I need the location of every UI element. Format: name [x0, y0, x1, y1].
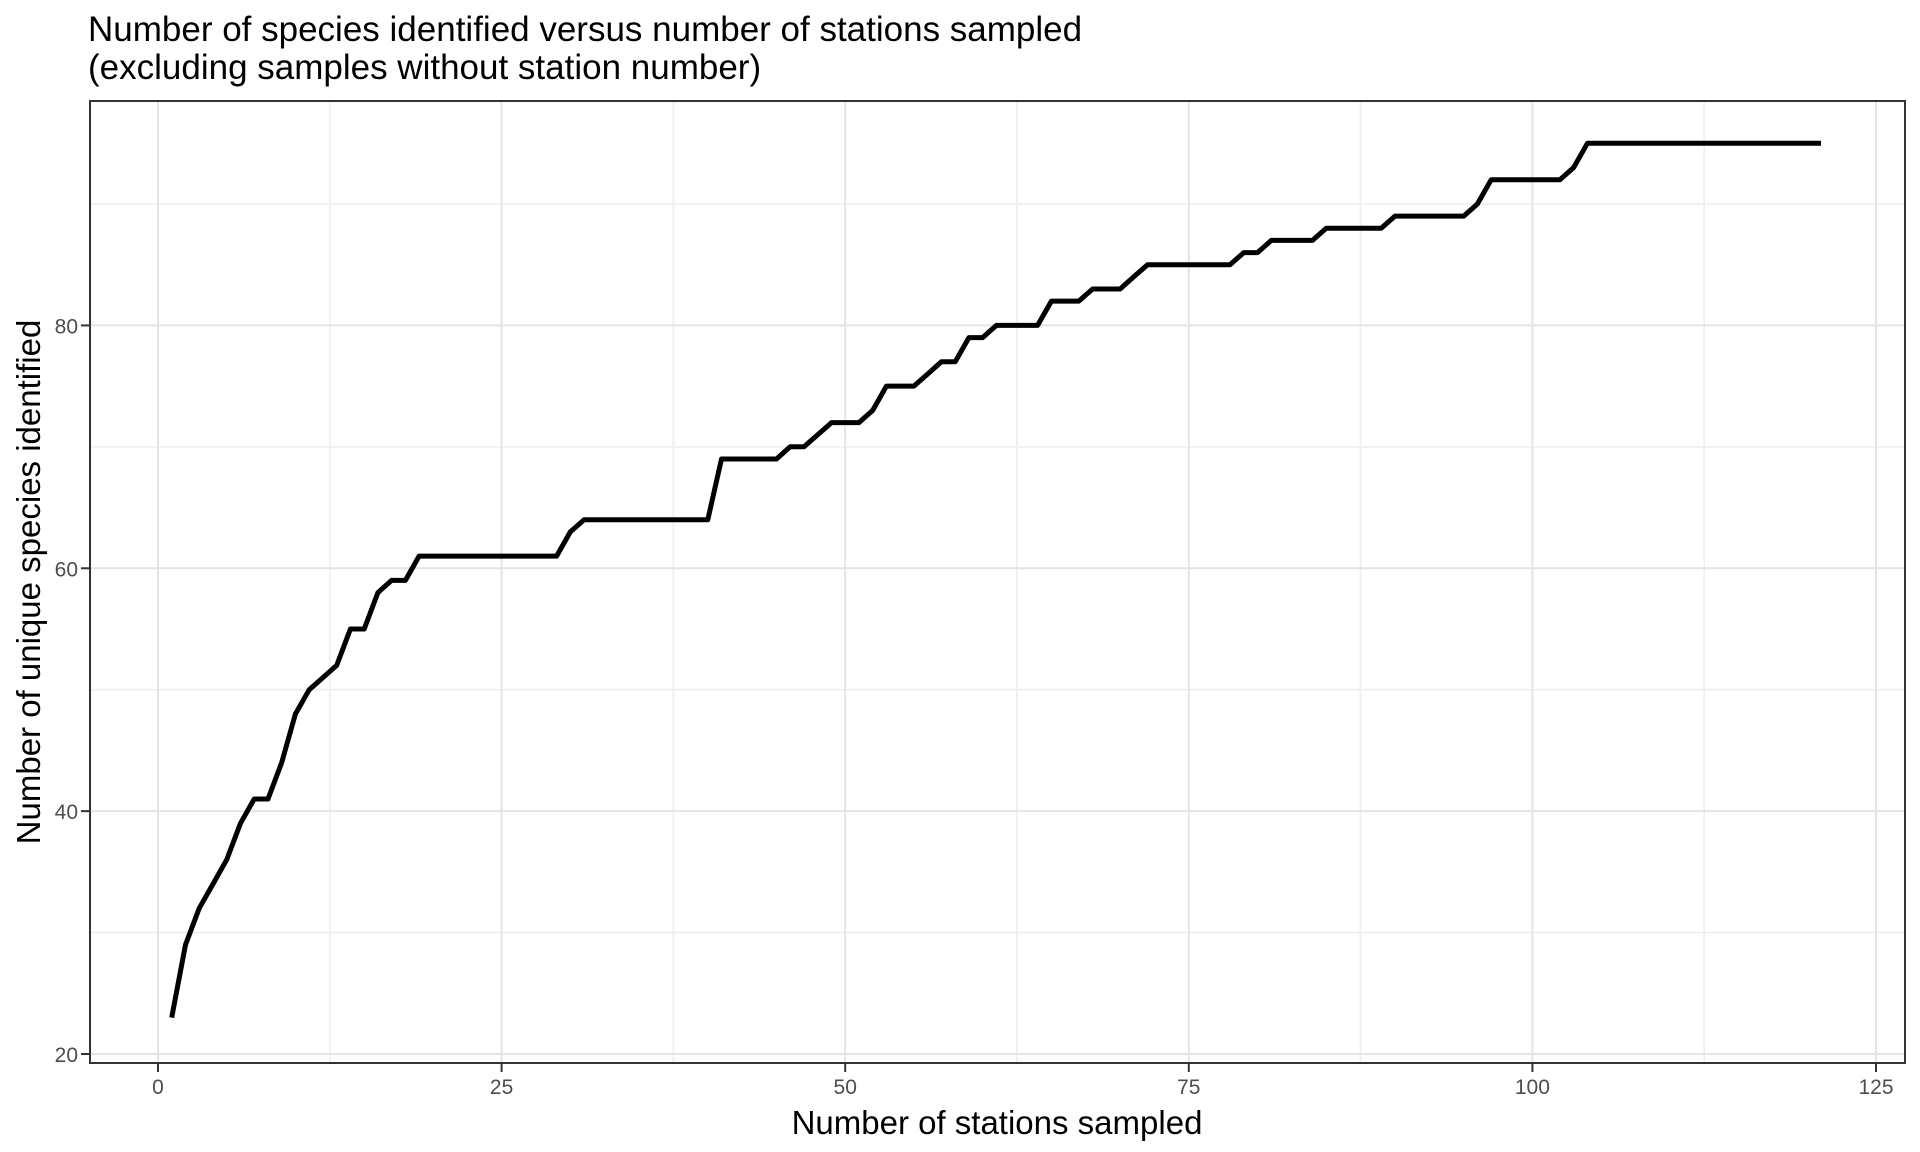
gridlines-major — [90, 101, 1905, 1063]
gridlines-minor — [90, 101, 1905, 1063]
x-axis-title: Number of stations sampled — [792, 1104, 1203, 1141]
species-accumulation-curve — [169, 140, 1821, 1019]
y-axis-title: Number of unique species identified — [10, 320, 47, 845]
y-tick-label: 80 — [55, 315, 78, 338]
plot-subtitle: (excluding samples without station numbe… — [88, 48, 761, 87]
x-tick-label: 50 — [834, 1076, 857, 1099]
data-series-layer — [169, 140, 1821, 1019]
axis-ticks-layer — [81, 324, 1877, 1072]
y-tick-label: 20 — [55, 1044, 78, 1067]
y-tick-label: 60 — [55, 558, 78, 581]
x-tick-label: 25 — [490, 1076, 513, 1099]
plot-title: Number of species identified versus numb… — [88, 10, 1082, 49]
panel-border-layer — [89, 100, 1906, 1064]
panel-border — [89, 100, 1906, 1064]
x-tick-label: 100 — [1515, 1076, 1550, 1099]
x-tick-label: 125 — [1858, 1076, 1893, 1099]
x-tick-label: 75 — [1177, 1076, 1200, 1099]
axis-tick-labels-layer: 0 25 50 75 100 125 20 40 60 80 — [55, 315, 1894, 1099]
y-tick-label: 40 — [55, 801, 78, 824]
x-tick-label: 0 — [152, 1076, 164, 1099]
